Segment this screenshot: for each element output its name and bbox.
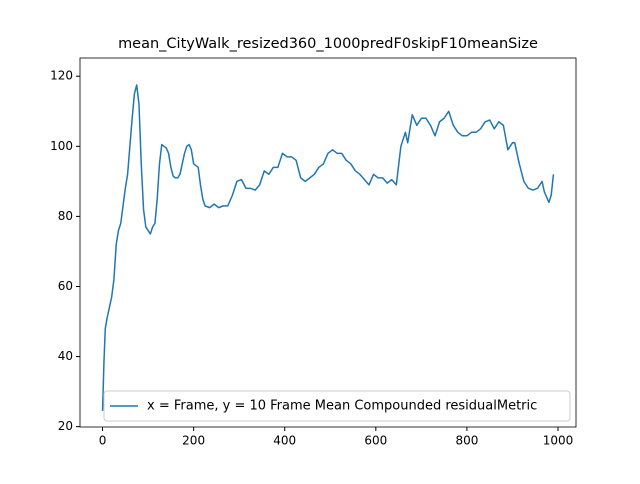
x-tick-label: 200	[182, 434, 205, 448]
legend-box	[103, 390, 571, 422]
legend-label: x = Frame, y = 10 Frame Mean Compounded …	[147, 399, 537, 414]
y-tick-label: 60	[58, 279, 73, 293]
y-tick-label: 80	[58, 209, 73, 223]
chart-title: mean_CityWalk_resized360_1000predF0skipF…	[118, 36, 538, 52]
y-tick-label: 40	[58, 349, 73, 363]
x-tick-label: 0	[99, 434, 107, 448]
plot-frame	[79, 57, 577, 428]
y-tick-label: 100	[50, 139, 73, 153]
x-tick-label: 800	[455, 434, 478, 448]
x-tick-label: 1000	[543, 434, 574, 448]
x-tick-label: 600	[364, 434, 387, 448]
line	[101, 84, 555, 411]
y-tick-label: 120	[50, 69, 73, 83]
y-tick-label: 20	[58, 419, 73, 433]
x-tick-label: 400	[273, 434, 296, 448]
